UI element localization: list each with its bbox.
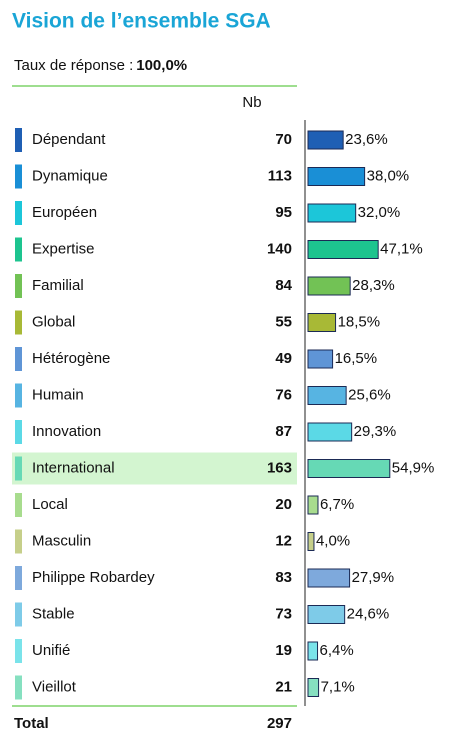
row-label: International [32, 459, 115, 476]
row-label: Global [32, 313, 75, 330]
count: 55 [275, 313, 292, 330]
bar [307, 203, 357, 223]
swatch [15, 675, 22, 700]
row-label: Hétérogène [32, 350, 110, 367]
row-label: Philippe Robardey [32, 569, 155, 586]
row-label: Masculin [32, 532, 91, 549]
response-rate: 100,0% [136, 57, 187, 74]
row-label: Dépendant [32, 131, 106, 148]
count: 21 [275, 678, 292, 695]
swatch [15, 201, 22, 225]
value-label: 32,0% [358, 204, 401, 221]
swatch [15, 310, 22, 335]
count: 84 [275, 277, 292, 294]
swatch [15, 456, 22, 481]
bar [307, 349, 334, 369]
bar [307, 276, 351, 296]
swatch [15, 128, 22, 152]
value-label: 18,5% [338, 313, 381, 330]
bar [307, 130, 344, 150]
count: 95 [275, 204, 292, 221]
bar [307, 459, 391, 478]
value-label: 47,1% [380, 240, 423, 257]
value-label: 25,6% [348, 386, 391, 403]
count: 19 [275, 642, 292, 659]
swatch [15, 602, 22, 627]
bar [307, 532, 315, 551]
bar [307, 386, 347, 405]
chart-title: Vision de l’ensemble SGA [12, 10, 271, 33]
bar [307, 641, 319, 661]
swatch [15, 420, 22, 444]
swatch [15, 274, 22, 298]
value-label: 28,3% [352, 277, 395, 294]
swatch [15, 164, 22, 189]
value-label: 27,9% [352, 569, 395, 586]
count: 83 [275, 569, 292, 586]
swatch [15, 347, 22, 371]
count: 76 [275, 386, 292, 403]
row-label: Innovation [32, 423, 101, 440]
swatch [15, 529, 22, 554]
bar [307, 605, 346, 624]
swatch [15, 493, 22, 517]
column-header: Nb [242, 94, 261, 111]
row-label: Unifié [32, 642, 70, 659]
bar [307, 422, 353, 442]
count: 20 [275, 496, 292, 513]
bar [307, 495, 319, 515]
count: 73 [275, 605, 292, 622]
value-label: 29,3% [354, 423, 397, 440]
row-label: Familial [32, 277, 84, 294]
row-label: Dynamique [32, 167, 108, 184]
swatch [15, 383, 22, 408]
value-label: 54,9% [392, 459, 435, 476]
row-label: Expertise [32, 240, 95, 257]
count: 113 [268, 167, 292, 184]
count: 87 [275, 423, 292, 440]
swatch [15, 566, 22, 590]
value-label: 6,7% [320, 496, 354, 513]
count: 140 [267, 240, 292, 257]
bar [307, 568, 351, 588]
row-label: Stable [32, 605, 75, 622]
total-label: Total [14, 715, 49, 732]
count: 70 [275, 131, 292, 148]
count: 12 [275, 532, 292, 549]
count: 49 [275, 350, 292, 367]
value-label: 38,0% [367, 167, 410, 184]
row-label: Local [32, 496, 68, 513]
row-label: Humain [32, 386, 84, 403]
value-label: 4,0% [316, 532, 350, 549]
bar [307, 678, 320, 697]
swatch [15, 237, 22, 262]
value-label: 16,5% [335, 350, 378, 367]
value-label: 24,6% [347, 605, 390, 622]
value-label: 23,6% [345, 131, 388, 148]
value-label: 6,4% [320, 642, 354, 659]
subtitle: Taux de réponse : [14, 57, 133, 74]
bar [307, 240, 379, 259]
value-label: 7,1% [321, 678, 355, 695]
row-label: Européen [32, 204, 97, 221]
count: 163 [267, 459, 292, 476]
bar [307, 313, 337, 332]
total-value: 297 [267, 715, 292, 732]
bar [307, 167, 366, 186]
row-label: Vieillot [32, 678, 77, 695]
swatch [15, 639, 22, 663]
row-highlight [12, 452, 297, 485]
